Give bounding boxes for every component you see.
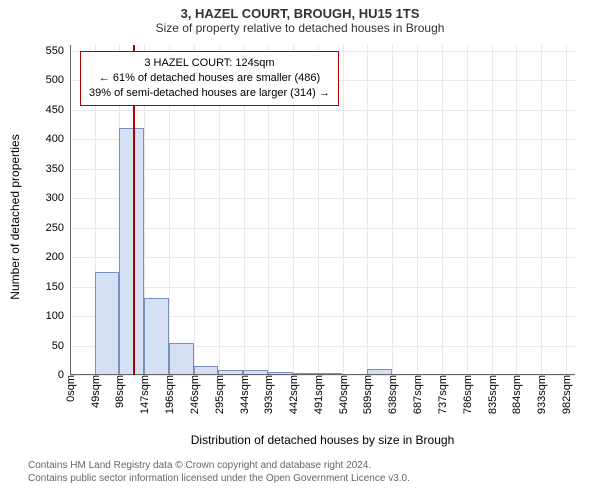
x-tick-label: 442sqm (286, 375, 300, 414)
histogram-bar (95, 272, 120, 375)
gridline-h (70, 139, 575, 140)
x-tick-label: 49sqm (88, 375, 102, 408)
gridline-v (442, 45, 443, 375)
x-tick-label: 638sqm (385, 375, 399, 414)
x-tick-label: 835sqm (485, 375, 499, 414)
y-tick-label: 400 (46, 133, 70, 145)
gridline-h (70, 169, 575, 170)
x-tick-label: 295sqm (212, 375, 226, 414)
x-tick-label: 98sqm (112, 375, 126, 408)
x-axis-label: Distribution of detached houses by size … (70, 433, 575, 447)
footer-line-1: Contains HM Land Registry data © Crown c… (28, 459, 410, 472)
histogram-bar (169, 343, 194, 375)
x-tick-label: 687sqm (410, 375, 424, 414)
x-tick-label: 589sqm (360, 375, 374, 414)
y-tick-label: 200 (46, 251, 70, 263)
gridline-h (70, 110, 575, 111)
footer-line-2: Contains public sector information licen… (28, 472, 410, 485)
x-tick-label: 982sqm (559, 375, 573, 414)
y-tick-label: 350 (46, 163, 70, 175)
gridline-v (467, 45, 468, 375)
y-axis-label: Number of detached properties (8, 52, 22, 382)
y-tick-label: 500 (46, 74, 70, 86)
x-tick-label: 786sqm (460, 375, 474, 414)
histogram-bar (144, 298, 169, 375)
y-tick-label: 250 (46, 222, 70, 234)
x-tick-label: 0sqm (63, 375, 77, 402)
chart-plot-area: 0501001502002503003504004505005500sqm49s… (70, 45, 575, 375)
gridline-v (417, 45, 418, 375)
gridline-v (367, 45, 368, 375)
gridline-v (516, 45, 517, 375)
x-tick-label: 737sqm (435, 375, 449, 414)
y-tick-label: 100 (46, 310, 70, 322)
y-tick-label: 50 (52, 340, 70, 352)
x-tick-label: 393sqm (261, 375, 275, 414)
x-tick-label: 540sqm (336, 375, 350, 414)
x-tick-label: 344sqm (237, 375, 251, 414)
y-tick-label: 450 (46, 104, 70, 116)
chart-title-main: 3, HAZEL COURT, BROUGH, HU15 1TS (0, 0, 600, 21)
gridline-h (70, 198, 575, 199)
gridline-v (392, 45, 393, 375)
property-info-box: 3 HAZEL COURT: 124sqm← 61% of detached h… (80, 51, 339, 106)
x-tick-label: 196sqm (162, 375, 176, 414)
gridline-v (343, 45, 344, 375)
gridline-h (70, 287, 575, 288)
x-axis-line (70, 374, 575, 375)
gridline-h (70, 228, 575, 229)
y-tick-label: 300 (46, 192, 70, 204)
y-tick-label: 550 (46, 45, 70, 57)
x-tick-label: 933sqm (534, 375, 548, 414)
x-tick-label: 246sqm (187, 375, 201, 414)
y-tick-label: 150 (46, 281, 70, 293)
gridline-v (566, 45, 567, 375)
x-tick-label: 884sqm (509, 375, 523, 414)
gridline-v (492, 45, 493, 375)
chart-title-sub: Size of property relative to detached ho… (0, 21, 600, 35)
gridline-v (541, 45, 542, 375)
info-box-line: 39% of semi-detached houses are larger (… (89, 86, 330, 101)
info-box-line: ← 61% of detached houses are smaller (48… (89, 71, 330, 86)
footer-attribution: Contains HM Land Registry data © Crown c… (28, 459, 410, 485)
x-tick-label: 491sqm (311, 375, 325, 414)
y-axis-line (70, 45, 71, 375)
x-tick-label: 147sqm (137, 375, 151, 414)
gridline-h (70, 257, 575, 258)
info-box-line: 3 HAZEL COURT: 124sqm (89, 56, 330, 71)
